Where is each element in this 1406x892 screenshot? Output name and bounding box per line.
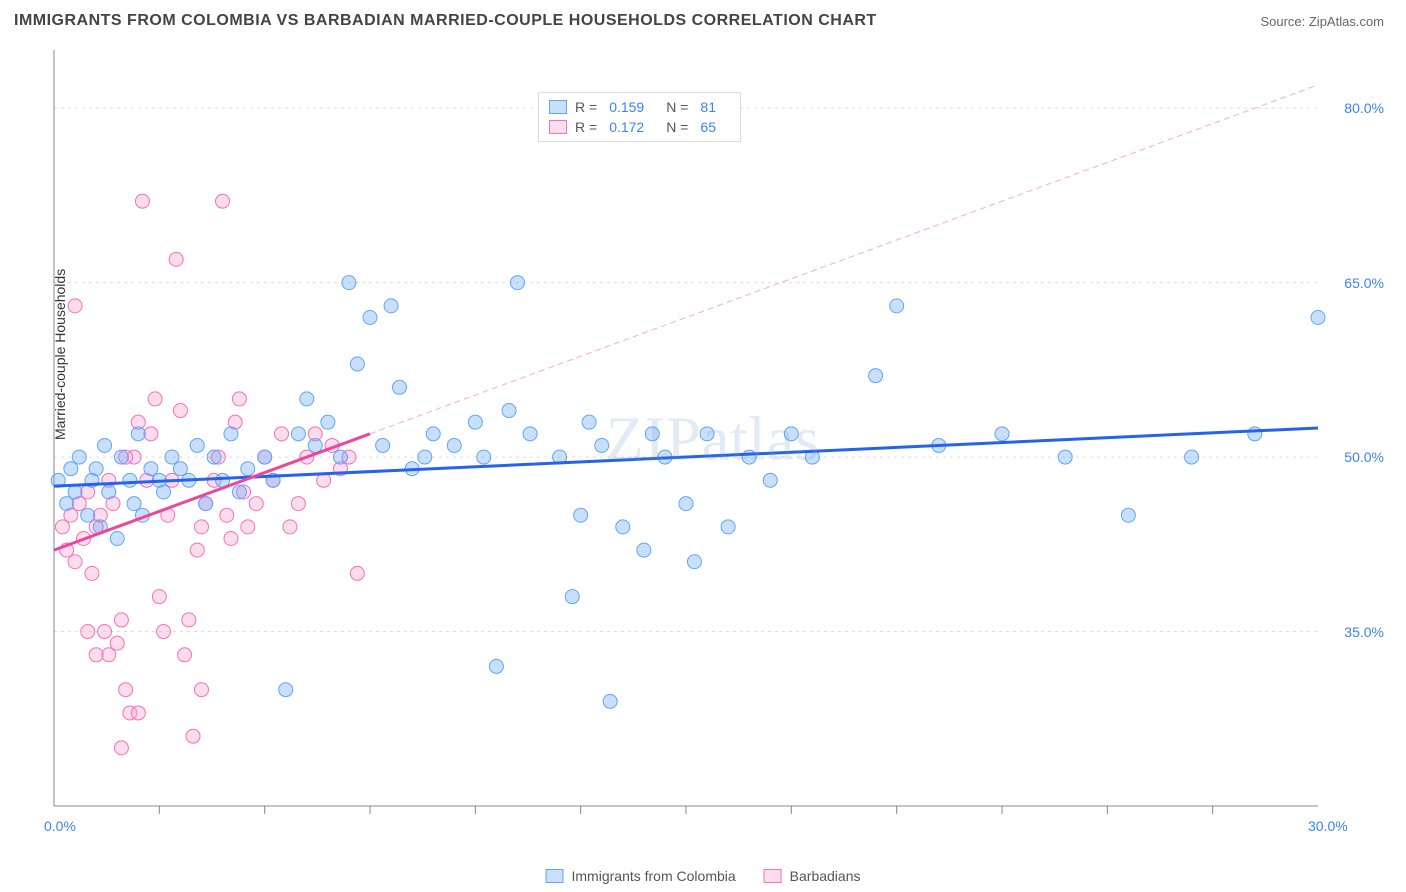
swatch-icon <box>546 869 564 883</box>
plot-area: ZIPatlas Married-couple Households R = 0… <box>48 44 1378 836</box>
r-label: R = <box>575 99 597 115</box>
swatch-icon <box>764 869 782 883</box>
r-value: 0.172 <box>609 119 644 135</box>
swatch-icon <box>549 120 567 134</box>
source-label: Source: ZipAtlas.com <box>1260 14 1384 29</box>
y-tick-label: 50.0% <box>1344 449 1384 465</box>
n-value: 81 <box>700 99 716 115</box>
legend-label: Barbadians <box>790 868 861 884</box>
y-axis-label: Married-couple Households <box>52 269 68 440</box>
y-tick-label: 80.0% <box>1344 100 1384 116</box>
swatch-icon <box>549 100 567 114</box>
chart-title: IMMIGRANTS FROM COLOMBIA VS BARBADIAN MA… <box>14 12 877 30</box>
n-value: 65 <box>700 119 716 135</box>
n-label: N = <box>666 99 688 115</box>
legend-label: Immigrants from Colombia <box>572 868 736 884</box>
scatter-svg <box>48 44 1378 836</box>
x-tick-label: 30.0% <box>1308 818 1348 834</box>
y-tick-label: 65.0% <box>1344 275 1384 291</box>
r-label: R = <box>575 119 597 135</box>
n-label: N = <box>666 119 688 135</box>
x-tick-label: 0.0% <box>44 818 76 834</box>
legend-item: Barbadians <box>764 868 861 884</box>
chart-container: IMMIGRANTS FROM COLOMBIA VS BARBADIAN MA… <box>0 0 1406 892</box>
r-value: 0.159 <box>609 99 644 115</box>
y-tick-label: 35.0% <box>1344 624 1384 640</box>
legend-stats-row: R = 0.159 N = 81 <box>549 97 730 117</box>
legend-stats: R = 0.159 N = 81 R = 0.172 N = 65 <box>538 92 741 142</box>
legend-series: Immigrants from Colombia Barbadians <box>546 868 861 884</box>
legend-item: Immigrants from Colombia <box>546 868 736 884</box>
legend-stats-row: R = 0.172 N = 65 <box>549 117 730 137</box>
